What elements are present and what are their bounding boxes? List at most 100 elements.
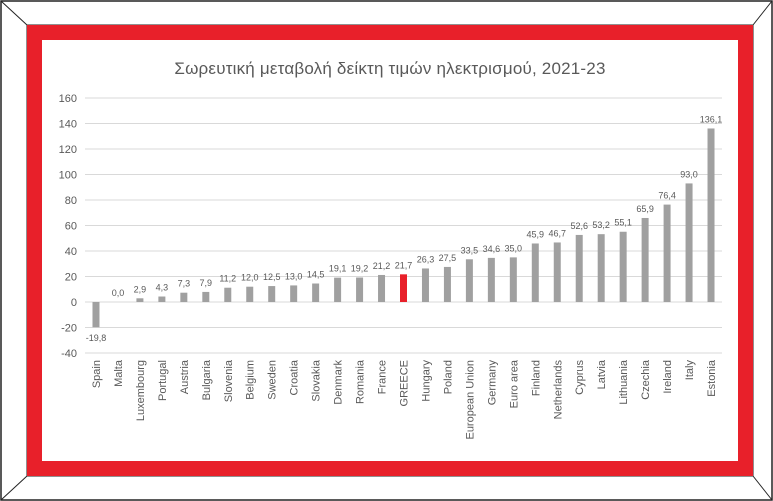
x-tick-label: Denmark (333, 360, 345, 405)
bar (531, 243, 539, 302)
chart-title: Σωρευτική μεταβολή δείκτη τιμών ηλεκτρισ… (174, 59, 606, 78)
x-tick-label: France (377, 360, 389, 394)
bar-chart: -40 -20 0 20 40 60 80 100 120 140 160 -19,8 Spain 0,0… (59, 93, 723, 440)
bar (619, 231, 627, 302)
data-label: 2,9 (134, 284, 147, 294)
x-tick-label: Germany (486, 360, 498, 406)
y-tick-label: 0 (71, 297, 77, 309)
data-label: 19,2 (351, 264, 369, 274)
x-tick-label: Euro area (508, 359, 520, 408)
bar (421, 268, 429, 302)
chart-panel: Σωρευτική μεταβολή δείκτη τιμών ηλεκτρισ… (42, 40, 738, 461)
x-tick-label: Latvia (596, 359, 608, 389)
data-label: 35,0 (505, 243, 523, 253)
x-tick-label: Sweden (267, 360, 279, 400)
data-label: 7,3 (178, 279, 191, 289)
bar (465, 259, 473, 302)
bar (334, 277, 342, 302)
data-label: 12,0 (241, 273, 259, 283)
x-tick-label: Croatia (289, 359, 301, 395)
x-tick-label: Italy (684, 360, 696, 381)
x-tick-label: Finland (530, 360, 542, 396)
data-label: -19,8 (86, 333, 107, 343)
bar (553, 242, 561, 302)
y-tick-label: 80 (65, 195, 77, 207)
bar (443, 266, 451, 302)
y-tick-label: -40 (61, 348, 77, 360)
data-label: 21,2 (373, 261, 391, 271)
data-label: 34,6 (483, 244, 501, 254)
bar (509, 257, 517, 302)
bar (224, 287, 232, 302)
bar (136, 298, 144, 302)
x-tick-label: Bulgaria (201, 359, 213, 400)
data-label: 46,7 (548, 228, 566, 238)
data-label: 26,3 (417, 254, 435, 264)
data-label: 45,9 (527, 229, 545, 239)
bar (575, 234, 583, 302)
bar (356, 277, 364, 302)
data-label: 136,1 (700, 114, 723, 124)
x-tick-label: Luxembourg (135, 360, 147, 421)
bar (290, 285, 298, 302)
bar (268, 286, 276, 302)
bar (685, 183, 693, 302)
data-label: 93,0 (680, 169, 698, 179)
x-tick-label: Slovenia (223, 359, 235, 402)
bar (246, 286, 254, 302)
bar (158, 296, 166, 302)
bar (312, 283, 320, 302)
x-tick-label: Spain (91, 360, 103, 388)
data-label: 55,1 (614, 218, 632, 228)
x-tick-label: Hungary (420, 360, 432, 402)
y-tick-label: 20 (65, 272, 77, 284)
x-tick-label: Netherlands (552, 360, 564, 420)
data-label: 65,9 (636, 204, 654, 214)
data-label: 53,2 (592, 220, 610, 230)
x-tick-label: Czechia (640, 359, 652, 400)
x-tick-label: Belgium (245, 360, 257, 400)
x-tick-label: Romania (355, 359, 367, 404)
data-label: 19,1 (329, 264, 347, 274)
bar (707, 128, 715, 302)
bar (378, 274, 386, 302)
x-tick-label: European Union (464, 360, 476, 440)
x-tick-label: Cyprus (574, 360, 586, 395)
x-tick-label: Slovakia (311, 359, 323, 401)
data-label: 76,4 (658, 191, 676, 201)
data-label: 11,2 (219, 274, 236, 284)
bar (487, 257, 495, 302)
x-tick-label: GREECE (399, 360, 411, 406)
bar (92, 302, 100, 328)
bar (641, 217, 649, 302)
data-label: 52,6 (570, 221, 588, 231)
data-label: 13,0 (285, 271, 303, 281)
x-tick-label: Estonia (706, 359, 718, 397)
y-tick-label: 120 (59, 144, 77, 156)
y-tick-label: 160 (59, 93, 77, 105)
data-label: 33,5 (461, 245, 479, 255)
y-tick-label: 140 (59, 119, 77, 131)
x-tick-label: Lithuania (618, 359, 630, 405)
bar (180, 292, 188, 302)
data-label: 21,7 (395, 260, 413, 270)
data-label: 4,3 (156, 283, 169, 293)
data-label: 12,5 (263, 272, 281, 282)
data-label: 7,9 (200, 278, 213, 288)
bar (597, 234, 605, 302)
x-tick-label: Malta (113, 359, 125, 387)
data-label: 27,5 (439, 253, 457, 263)
x-tick-label: Austria (179, 359, 191, 394)
y-tick-label: 100 (59, 170, 77, 182)
data-label: 14,5 (307, 270, 325, 280)
y-tick-label: 40 (65, 246, 77, 258)
y-tick-label: 60 (65, 221, 77, 233)
x-tick-label: Ireland (662, 360, 674, 394)
x-tick-label: Poland (442, 360, 454, 394)
bar (663, 204, 671, 302)
data-label: 0,0 (112, 288, 125, 298)
bar (202, 291, 210, 302)
y-tick-label: -20 (61, 323, 77, 335)
bar (400, 274, 407, 302)
x-tick-label: Portugal (157, 360, 169, 401)
